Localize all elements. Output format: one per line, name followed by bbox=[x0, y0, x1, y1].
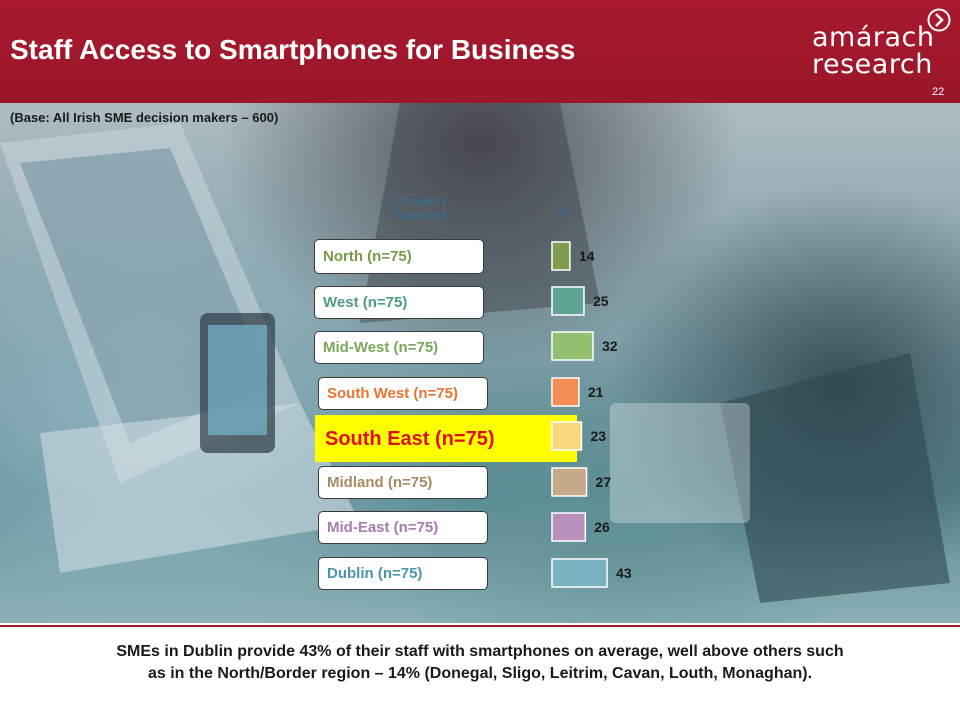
region-label-midland: Midland (n=75) bbox=[318, 466, 488, 499]
company-supplied-header-line1: Company bbox=[392, 194, 448, 208]
page-number: 22 bbox=[932, 86, 945, 98]
value-label-west: 25 bbox=[593, 293, 609, 309]
bar-south-west bbox=[551, 377, 580, 407]
footer-line-2: as in the North/Border region – 14% (Don… bbox=[147, 665, 813, 682]
header-bar bbox=[0, 0, 960, 103]
bar-west bbox=[551, 286, 585, 316]
percent-header: % bbox=[558, 205, 570, 219]
region-label-mid-east: Mid-East (n=75) bbox=[318, 511, 488, 544]
footer-summary: SMEs in Dublin provide 43% of their staf… bbox=[40, 641, 920, 685]
chevron-right-icon bbox=[927, 8, 951, 32]
value-label-dublin: 43 bbox=[616, 565, 632, 581]
south-east-highlight bbox=[315, 415, 577, 462]
region-label-dublin: Dublin (n=75) bbox=[318, 557, 488, 590]
bar-north bbox=[551, 241, 571, 271]
footer-line-1: SMEs in Dublin provide 43% of their staf… bbox=[116, 643, 844, 660]
value-label-mid-west: 32 bbox=[601, 338, 618, 354]
bar-dublin bbox=[551, 558, 608, 588]
base-note: (Base: All Irish SME decision makers – 6… bbox=[10, 110, 279, 125]
region-label-south-west: South West (n=75) bbox=[318, 377, 488, 410]
footer bbox=[0, 625, 960, 720]
value-label-south-east: 23 bbox=[590, 428, 607, 444]
company-supplied-header: Company Supplied bbox=[380, 194, 460, 222]
region-label-south-east: South East (n=75) bbox=[325, 427, 495, 450]
logo-line-2: research bbox=[812, 49, 933, 80]
region-label-west: West (n=75) bbox=[314, 286, 484, 319]
bar-mid-east bbox=[551, 512, 587, 542]
region-label-north: North (n=75) bbox=[314, 239, 484, 274]
value-label-south-west: 21 bbox=[587, 384, 604, 400]
region-label-mid-west: Mid-West (n=75) bbox=[314, 331, 484, 364]
photo-decoration bbox=[0, 103, 950, 603]
amarach-logo: amárach research bbox=[812, 24, 952, 84]
value-label-north: 14 bbox=[578, 248, 595, 264]
bar-midland bbox=[551, 467, 588, 497]
company-supplied-header-line2: Supplied bbox=[394, 208, 446, 222]
bar-mid-west bbox=[551, 331, 594, 361]
value-label-mid-east: 26 bbox=[594, 519, 610, 535]
bar-south-east bbox=[551, 421, 583, 451]
page-title: Staff Access to Smartphones for Business bbox=[10, 34, 576, 65]
value-label-midland: 27 bbox=[595, 474, 612, 490]
logo-line-1: amárach bbox=[812, 22, 935, 53]
background-photo bbox=[0, 103, 960, 623]
